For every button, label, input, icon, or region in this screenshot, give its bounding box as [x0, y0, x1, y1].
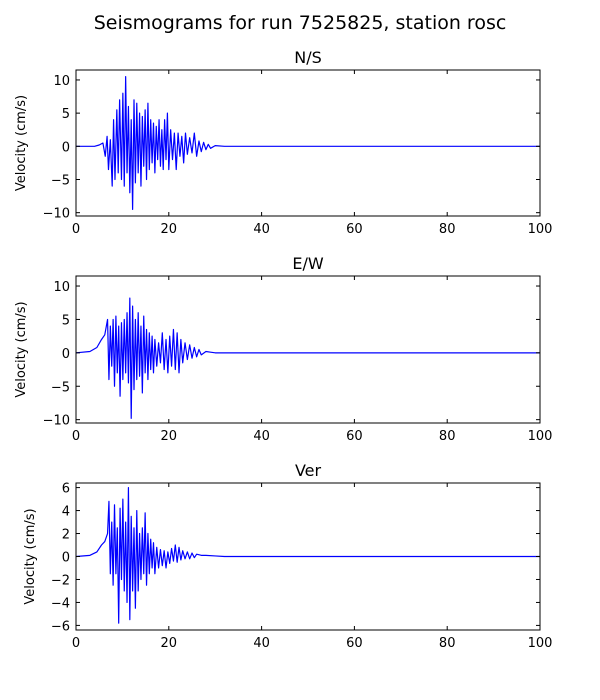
series-line-1-0 — [76, 297, 540, 419]
y-tick-label: 5 — [62, 313, 70, 328]
x-tick-label: 100 — [528, 636, 553, 651]
y-axis-title: Velocity (cm/s) — [14, 95, 29, 191]
y-tick-label: 0 — [62, 551, 70, 566]
x-tick-label: 20 — [161, 636, 178, 651]
series-line-2-0 — [76, 486, 540, 624]
y-tick-label: −10 — [43, 414, 70, 429]
x-tick-label: 60 — [346, 636, 363, 651]
y-tick-label: 2 — [62, 528, 70, 543]
y-tick-label: 5 — [62, 107, 70, 122]
y-tick-label: −5 — [51, 174, 70, 189]
panel-title: Ver — [295, 461, 322, 480]
x-tick-label: 80 — [439, 222, 456, 237]
y-tick-label: 6 — [62, 482, 70, 497]
axes-frame — [75, 69, 541, 217]
x-tick-label: 60 — [346, 222, 363, 237]
panel-0: 0 20 40 60 80 100 −10 −5 0 5 10 N/S Velocity (cm/s) — [14, 48, 552, 237]
y-tick-label: −10 — [43, 207, 70, 222]
panel-2: 0 20 40 60 80 100 −6 −4 −2 0 2 4 6 Ver Velocity (cm/s) — [23, 461, 552, 651]
y-tick-label: 10 — [53, 280, 70, 295]
panel-title: E/W — [292, 254, 324, 273]
figure-title: Seismograms for run 7525825, station ros… — [94, 12, 507, 34]
x-tick-label: 80 — [439, 636, 456, 651]
x-tick-label: 0 — [72, 429, 80, 444]
x-tick-label: 100 — [528, 222, 553, 237]
x-tick-label: 100 — [528, 429, 553, 444]
y-tick-label: −2 — [51, 573, 70, 588]
x-tick-label: 40 — [253, 429, 270, 444]
x-tick-label: 20 — [161, 222, 178, 237]
axes-frame — [75, 275, 541, 424]
y-tick-label: 10 — [53, 74, 70, 89]
y-tick-label: 0 — [62, 347, 70, 362]
panel-1: 0 20 40 60 80 100 −10 −5 0 5 10 E/W Velocity (cm/s) — [14, 254, 552, 444]
y-tick-label: −5 — [51, 380, 70, 395]
y-tick-label: −4 — [51, 596, 70, 611]
y-axis-title: Velocity (cm/s) — [14, 301, 29, 397]
x-tick-label: 20 — [161, 429, 178, 444]
panel-title: N/S — [294, 48, 322, 67]
series-line-0-0 — [76, 76, 540, 210]
x-tick-label: 80 — [439, 429, 456, 444]
y-tick-label: 4 — [62, 505, 70, 520]
x-tick-label: 60 — [346, 429, 363, 444]
x-tick-label: 0 — [72, 222, 80, 237]
y-tick-label: −6 — [51, 619, 70, 634]
y-tick-label: 0 — [62, 140, 70, 155]
x-tick-label: 40 — [253, 636, 270, 651]
y-axis-title: Velocity (cm/s) — [23, 508, 38, 604]
x-tick-label: 40 — [253, 222, 270, 237]
x-tick-label: 0 — [72, 636, 80, 651]
